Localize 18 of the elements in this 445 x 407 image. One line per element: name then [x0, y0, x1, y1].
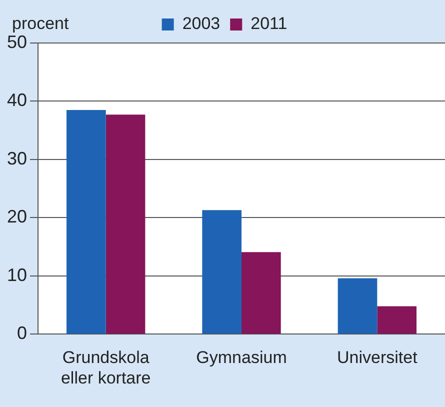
y-tick-label: 10	[6, 264, 28, 285]
y-tick-label: 30	[6, 148, 28, 168]
y-tick-label: 50	[6, 32, 28, 52]
x-tick-label: Gymnasium	[196, 348, 287, 368]
legend-label: 2011	[250, 14, 288, 34]
bar	[242, 252, 281, 334]
x-tick-label: Universitet	[337, 348, 418, 368]
y-tick-label: 20	[6, 206, 28, 227]
y-tick-label: 0	[17, 323, 28, 344]
bar	[66, 110, 106, 334]
legend-label: 2003	[182, 14, 220, 34]
bar	[202, 210, 242, 334]
bar	[377, 306, 417, 334]
y-axis-title: procent	[12, 14, 69, 34]
y-tick-label: 40	[6, 90, 28, 110]
bar	[338, 278, 378, 334]
x-tick-label: Grundskola eller kortare	[60, 348, 151, 388]
bar	[106, 114, 146, 334]
